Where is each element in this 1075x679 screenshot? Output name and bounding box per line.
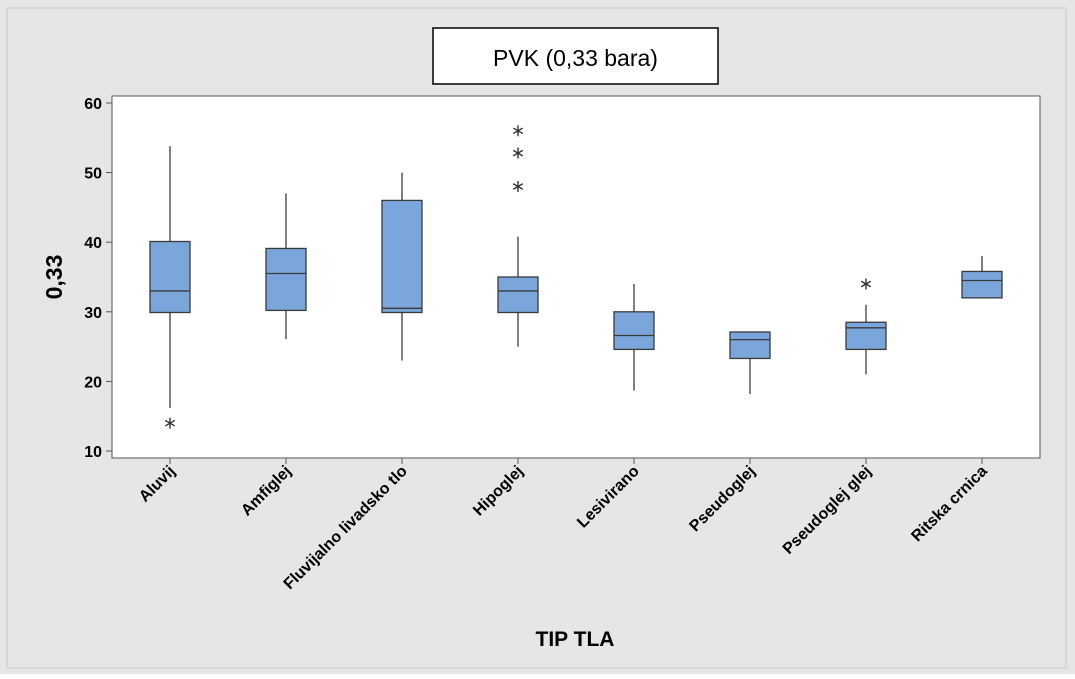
box-group — [149, 146, 191, 429]
outlier-point — [512, 125, 524, 137]
box-group — [497, 125, 539, 347]
y-tick-label: 50 — [84, 166, 102, 183]
box — [845, 321, 887, 351]
box-group — [845, 278, 887, 375]
box — [497, 276, 539, 314]
y-axis-label: 0,33 — [41, 255, 67, 300]
box — [961, 270, 1003, 299]
x-axis-label: TIP TLA — [536, 628, 615, 651]
outlier-point — [512, 181, 524, 192]
title-frame — [432, 27, 719, 85]
y-tick-label: 30 — [84, 305, 102, 322]
y-tick-label: 60 — [84, 96, 102, 113]
box — [613, 311, 655, 351]
box-series — [149, 125, 1003, 429]
y-tick-label: 40 — [84, 235, 102, 252]
box — [149, 240, 191, 314]
title-box: PVK (0,33 bara) — [432, 27, 719, 85]
box-group — [265, 193, 307, 339]
y-axis: 10 20 30 40 50 60 — [84, 96, 112, 461]
box-group — [961, 256, 1003, 299]
y-tick-label: 10 — [84, 444, 102, 461]
box-group — [729, 331, 771, 394]
box — [381, 199, 423, 314]
box-group — [381, 172, 423, 361]
box-group — [613, 283, 655, 391]
outlier-point — [164, 417, 176, 429]
chart-border — [6, 7, 1067, 669]
box — [729, 331, 771, 360]
chart-title: PVK (0,33 bara) — [493, 45, 658, 71]
outlier-point — [512, 147, 524, 159]
plot-area — [111, 95, 1041, 459]
box — [265, 247, 307, 312]
outlier-point — [860, 278, 872, 290]
y-tick-label: 20 — [84, 374, 102, 391]
